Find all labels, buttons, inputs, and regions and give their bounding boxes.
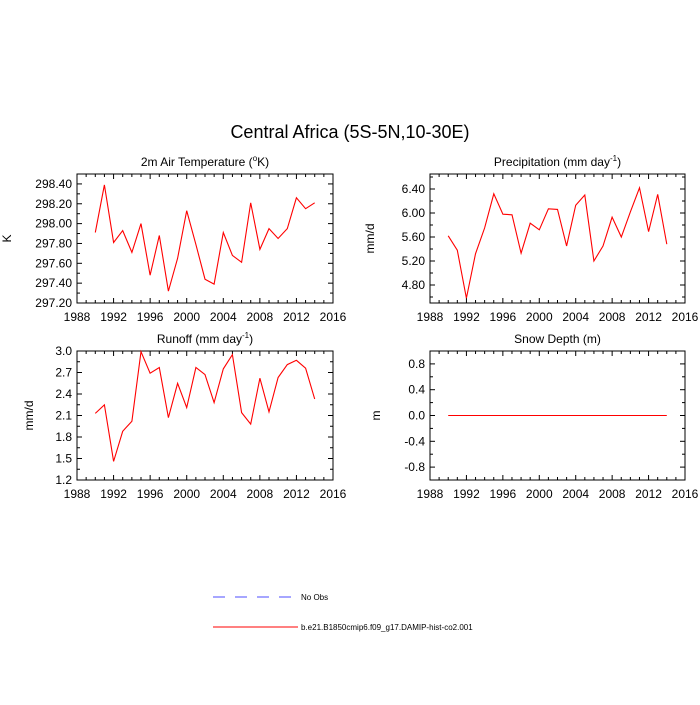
x-tick-label-air-temperature: 1992 [100, 310, 127, 324]
y-tick-label-precipitation: 5.60 [402, 230, 426, 244]
x-tick-label-air-temperature: 2000 [173, 310, 200, 324]
x-tick-label-air-temperature: 2008 [247, 310, 274, 324]
y-tick-label-air-temperature: 297.60 [35, 256, 72, 270]
y-tick-label-runoff: 1.8 [55, 430, 72, 444]
y-tick-label-air-temperature: 297.20 [35, 296, 72, 310]
x-tick-label-runoff: 2000 [173, 487, 200, 501]
x-tick-label-snow-depth: 1992 [453, 487, 480, 501]
plot-frame-runoff [76, 350, 334, 481]
y-tick-label-runoff: 1.2 [55, 473, 72, 487]
y-tick-label-precipitation: 4.80 [402, 278, 426, 292]
y-tick-label-snow-depth: -0.4 [404, 434, 425, 448]
x-tick-label-precipitation: 1996 [490, 310, 517, 324]
y-tick-label-runoff: 1.5 [55, 452, 72, 466]
panel-air-temperature: 2m Air Temperature (oK) K 1988 1992 1996 2000… [0, 154, 347, 324]
x-tick-label-precipitation: 2012 [635, 310, 662, 324]
y-axis-label-snow-depth: m [369, 411, 383, 421]
x-tick-label-runoff: 2008 [247, 487, 274, 501]
x-tick-label-runoff: 1988 [64, 487, 91, 501]
x-tick-label-precipitation: 1988 [417, 310, 444, 324]
x-tick-label-runoff: 2012 [283, 487, 310, 501]
y-axis-label-runoff: mm/d [22, 401, 36, 431]
x-tick-label-runoff: 2004 [210, 487, 237, 501]
y-tick-label-air-temperature: 298.00 [35, 217, 72, 231]
x-tick-label-precipitation: 2000 [526, 310, 553, 324]
series-line-precipitation [447, 185, 668, 299]
y-tick-label-snow-depth: 0.0 [408, 409, 425, 423]
panel-title-precipitation: Precipitation (mm day-1) [494, 154, 621, 169]
panel-title-snow-depth: Snow Depth (m) [514, 332, 601, 346]
y-tick-label-air-temperature: 297.40 [35, 276, 72, 290]
x-tick-label-snow-depth: 2012 [635, 487, 662, 501]
x-tick-label-snow-depth: 1988 [417, 487, 444, 501]
y-tick-label-snow-depth: -0.8 [404, 460, 425, 474]
plot-frame-precipitation [429, 173, 686, 304]
x-tick-label-air-temperature: 2004 [210, 310, 237, 324]
x-tick-label-precipitation: 2008 [599, 310, 626, 324]
x-tick-label-precipitation: 2016 [672, 310, 699, 324]
series-line-air-temperature [94, 184, 315, 292]
y-tick-label-air-temperature: 298.20 [35, 197, 72, 211]
y-tick-label-runoff: 2.7 [55, 366, 72, 380]
plot-frame-air-temperature [76, 173, 334, 304]
series-line-runoff [94, 349, 316, 462]
x-tick-label-snow-depth: 1996 [490, 487, 517, 501]
y-tick-label-snow-depth: 0.8 [408, 357, 425, 371]
panels: 2m Air Temperature (oK) K 1988 1992 1996 2000… [0, 154, 699, 501]
y-tick-label-runoff: 2.1 [55, 409, 72, 423]
y-tick-label-precipitation: 5.20 [402, 254, 426, 268]
y-tick-label-runoff: 2.4 [55, 387, 72, 401]
panel-title-runoff: Runoff (mm day-1) [157, 331, 253, 346]
x-tick-label-air-temperature: 2012 [283, 310, 310, 324]
x-tick-label-precipitation: 2004 [562, 310, 589, 324]
x-tick-label-runoff: 1996 [137, 487, 164, 501]
x-tick-label-runoff: 1992 [100, 487, 127, 501]
y-tick-label-air-temperature: 298.40 [35, 177, 72, 191]
panel-precipitation: Precipitation (mm day-1) mm/d 1988 1992 1996… [363, 154, 699, 324]
x-tick-label-air-temperature: 2016 [320, 310, 347, 324]
x-tick-label-snow-depth: 2000 [526, 487, 553, 501]
x-tick-label-snow-depth: 2016 [672, 487, 699, 501]
x-tick-label-precipitation: 1992 [453, 310, 480, 324]
legend: No Obs b.e21.B1850cmip6.f09_g17.DAMIP-hi… [213, 593, 473, 632]
panel-snow-depth: Snow Depth (m) m 1988 1992 1996 2000 2004 2008 2… [369, 332, 699, 501]
legend-label-no-obs: No Obs [301, 593, 328, 602]
x-tick-label-runoff: 2016 [320, 487, 347, 501]
y-tick-label-runoff: 3.0 [55, 344, 72, 358]
y-tick-label-precipitation: 6.00 [402, 206, 426, 220]
x-tick-label-snow-depth: 2008 [599, 487, 626, 501]
x-tick-label-snow-depth: 2004 [562, 487, 589, 501]
figure-title: Central Africa (5S-5N,10-30E) [230, 122, 469, 142]
x-tick-label-air-temperature: 1988 [64, 310, 91, 324]
y-tick-label-air-temperature: 297.80 [35, 236, 72, 250]
panel-title-air-temperature: 2m Air Temperature (oK) [141, 154, 269, 169]
panel-runoff: Runoff (mm day-1) mm/d 1988 1992 1996 2000 200… [22, 331, 347, 501]
y-tick-label-snow-depth: 0.4 [408, 383, 425, 397]
x-tick-label-air-temperature: 1996 [137, 310, 164, 324]
legend-label-model: b.e21.B1850cmip6.f09_g17.DAMIP-hist-co2.… [301, 623, 473, 632]
y-tick-label-precipitation: 6.40 [402, 182, 426, 196]
y-axis-label-precipitation: mm/d [363, 224, 377, 254]
y-axis-label-air-temperature: K [0, 234, 14, 242]
